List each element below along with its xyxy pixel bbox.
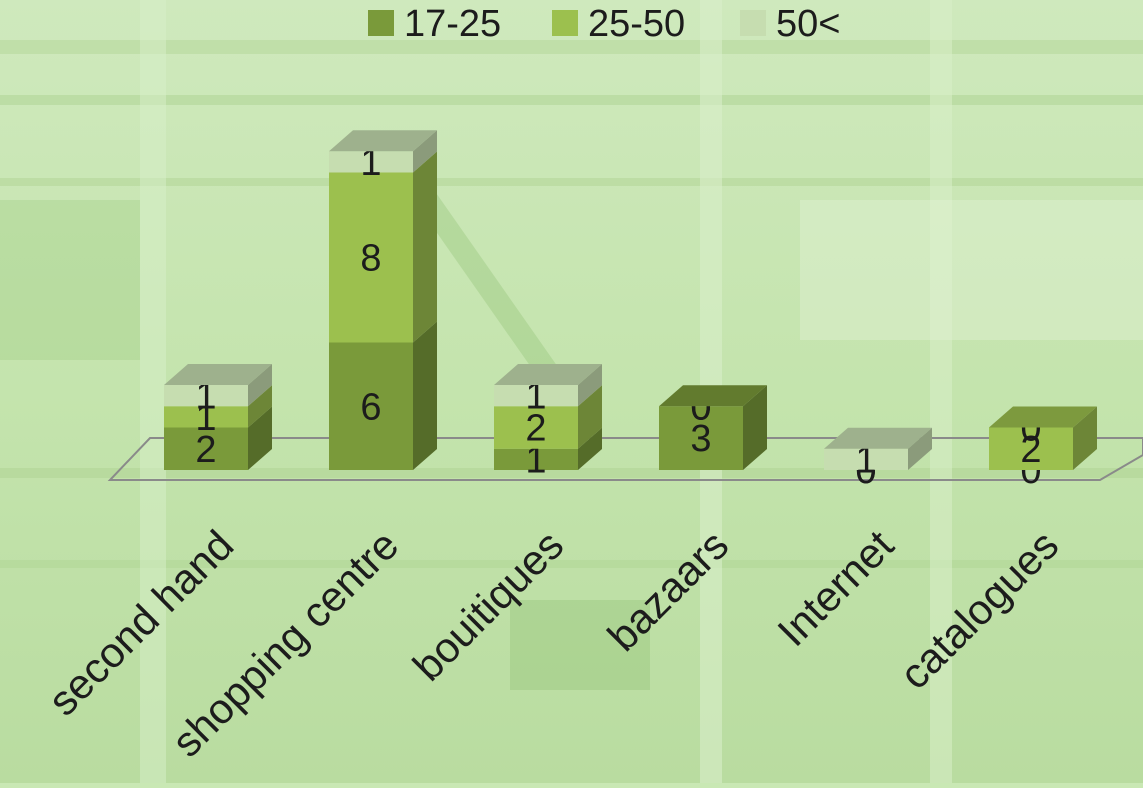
legend-label: 17-25 xyxy=(404,3,501,45)
bar-side xyxy=(248,406,272,470)
bar-front xyxy=(989,427,1073,470)
legend-swatch xyxy=(740,10,766,36)
bar-side xyxy=(248,385,272,428)
bar-segment: 2 xyxy=(494,385,602,450)
bar-stack: 001 xyxy=(824,427,932,492)
bar-stack: 211 xyxy=(164,364,272,471)
legend-label: 50< xyxy=(776,3,840,45)
bar-side xyxy=(578,364,602,407)
bar-front xyxy=(329,151,413,173)
bar-stack: 300 xyxy=(659,385,767,470)
bar-front xyxy=(164,385,248,407)
bar-front xyxy=(494,406,578,449)
bar-stack: 020 xyxy=(989,406,1097,492)
data-label: 2 xyxy=(1020,429,1041,471)
bar-front xyxy=(329,172,413,343)
bar-segment: 3 xyxy=(659,385,767,470)
bar-segment: 2 xyxy=(164,406,272,471)
data-label: 2 xyxy=(525,408,546,450)
data-label: 1 xyxy=(360,142,381,184)
bar-side xyxy=(413,151,437,343)
data-label: 2 xyxy=(195,429,216,471)
bar-segment: 1 xyxy=(494,364,602,418)
legend-item: 25-50 xyxy=(552,3,685,45)
data-label: 1 xyxy=(195,376,216,418)
bar-segment: 1 xyxy=(494,427,602,481)
bar-segment: 8 xyxy=(329,151,437,343)
data-label: 1 xyxy=(525,439,546,481)
bar-side xyxy=(908,427,932,470)
bar-side xyxy=(578,385,602,449)
legend-item: 50< xyxy=(740,3,840,45)
data-label: 8 xyxy=(360,238,381,280)
bar-segment: 1 xyxy=(164,364,272,418)
legend-swatch xyxy=(552,10,578,36)
bar-segment: 6 xyxy=(329,321,437,470)
legend: 17-25 25-50 50< xyxy=(368,3,840,45)
bar-top xyxy=(659,385,767,407)
bar-front xyxy=(659,406,743,470)
bar-side xyxy=(1073,406,1097,470)
bar-side xyxy=(578,427,602,470)
data-label: 6 xyxy=(360,386,381,428)
legend-label: 25-50 xyxy=(588,3,685,45)
bar-side xyxy=(413,321,437,470)
bar-stack: 121 xyxy=(494,364,602,481)
bar-front xyxy=(494,385,578,407)
bar-side xyxy=(248,364,272,407)
data-label: 1 xyxy=(525,376,546,418)
bar-segment: 1 xyxy=(164,385,272,439)
data-label: 1 xyxy=(855,439,876,481)
bar-top xyxy=(824,427,932,449)
data-label: 3 xyxy=(690,418,711,460)
bar-front xyxy=(164,427,248,470)
bar-side xyxy=(743,385,767,470)
bar-top xyxy=(989,406,1097,428)
bar-side xyxy=(413,130,437,173)
bar-top xyxy=(164,364,272,385)
legend-item: 17-25 xyxy=(368,3,501,45)
bar-stack: 6 8 1 xyxy=(329,130,437,470)
bar-front xyxy=(494,448,578,470)
bar-segment: 2 xyxy=(989,406,1097,471)
bar-segment: 1 xyxy=(824,427,932,481)
floor-plane xyxy=(107,437,1143,481)
bar-top xyxy=(494,364,602,385)
data-label: 1 xyxy=(195,397,216,439)
bar-front xyxy=(329,342,413,470)
bar-segment: 1 xyxy=(329,130,437,184)
legend-swatch xyxy=(368,10,394,36)
bar-front xyxy=(824,448,908,470)
bar-front xyxy=(164,406,248,428)
bar-top xyxy=(329,130,437,152)
